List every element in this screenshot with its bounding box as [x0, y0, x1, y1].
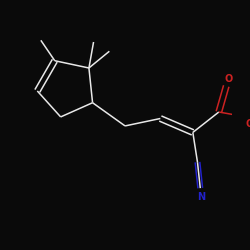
Text: O: O — [225, 74, 233, 84]
Text: O: O — [245, 119, 250, 129]
Text: N: N — [197, 192, 205, 202]
